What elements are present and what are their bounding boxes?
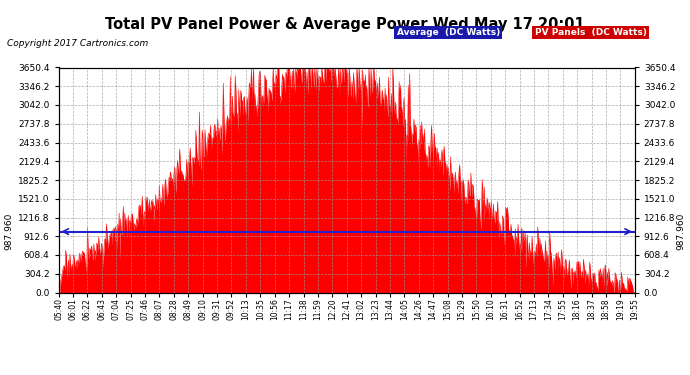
Text: Total PV Panel Power & Average Power Wed May 17 20:01: Total PV Panel Power & Average Power Wed… — [105, 17, 585, 32]
Text: 987.960: 987.960 — [4, 213, 14, 250]
Text: PV Panels  (DC Watts): PV Panels (DC Watts) — [535, 28, 647, 37]
Text: Copyright 2017 Cartronics.com: Copyright 2017 Cartronics.com — [7, 39, 148, 48]
Text: Average  (DC Watts): Average (DC Watts) — [397, 28, 500, 37]
Text: 987.960: 987.960 — [676, 213, 686, 250]
